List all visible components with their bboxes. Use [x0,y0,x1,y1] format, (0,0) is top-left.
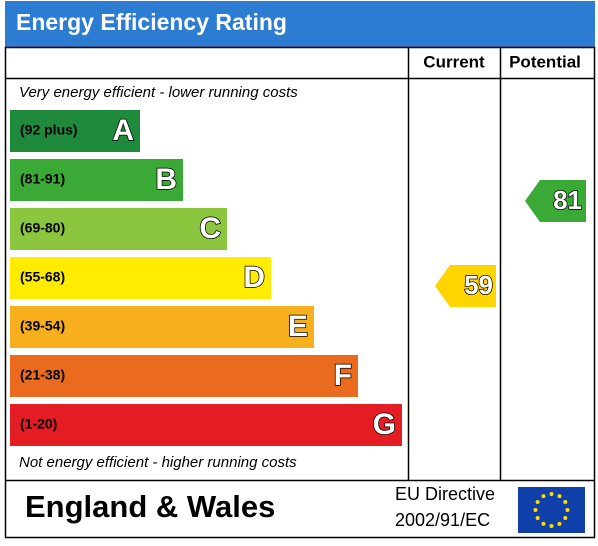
star [535,500,540,504]
band-range: (92 plus) [20,122,78,138]
bottom-note: Not energy efficient - higher running co… [19,454,297,471]
star [535,516,540,520]
band-range: (21-38) [20,367,65,383]
star [563,500,568,504]
current-arrow [435,265,496,307]
star [557,521,562,526]
star [541,521,546,526]
band-range: (81-91) [20,171,65,187]
potential-arrow [525,180,586,222]
top-note: Very energy efficient - lower running co… [19,84,298,101]
band-bar [10,110,140,152]
band-letter: D [243,261,265,294]
band-letter: F [334,359,352,392]
band-bar [10,208,227,250]
star [549,524,554,528]
band-bar [10,257,271,299]
star [533,508,538,512]
band-letter: C [199,212,221,245]
band-bar [10,159,183,201]
bands: (92 plus) A (81-91) B (69-80) C (55-68) D (39-54… [10,110,402,446]
band-bar [10,404,402,446]
band-letter: A [112,114,134,147]
title-bar [5,1,595,47]
band-letter: B [155,163,177,196]
frame [4,46,596,539]
directive-line: 2002/91/EC [395,510,490,530]
band-bar [10,355,358,397]
potential-header: Potential [509,52,581,71]
band-range: (69-80) [20,220,65,236]
band-range: (1-20) [20,416,57,432]
region: England & Wales [25,489,275,524]
directive-line: EU Directive [395,484,495,504]
band-letter: E [288,310,308,343]
current-header: Current [423,52,485,71]
band-bar [10,306,314,348]
star [557,494,562,499]
star [563,516,568,520]
star [565,508,570,512]
current-rating: 59 [464,270,493,300]
star [541,494,546,499]
band-range: (55-68) [20,269,65,285]
potential-rating: 81 [553,185,582,215]
star [549,492,554,496]
eu-stars [533,492,570,528]
band-letter: G [373,408,396,441]
band-range: (39-54) [20,318,65,334]
title: Energy Efficiency Rating [16,9,287,35]
